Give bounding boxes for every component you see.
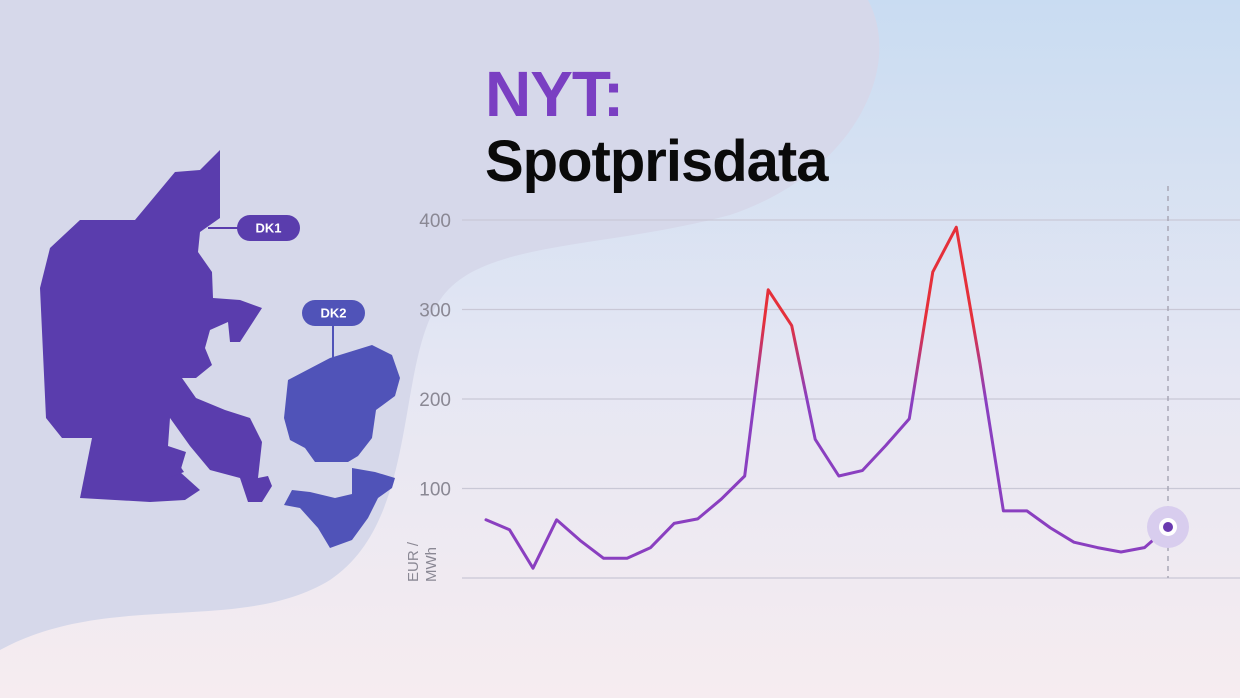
data-point-26 xyxy=(1095,546,1099,550)
chart-grid xyxy=(462,219,1240,579)
dk2-pill xyxy=(302,300,365,326)
headline-main: Spotprisdata xyxy=(485,129,828,194)
dk1-shape xyxy=(40,150,272,502)
current-price-marker xyxy=(1163,521,1173,532)
y-tick-label-100: 100 xyxy=(419,480,451,501)
data-point-11 xyxy=(743,474,747,478)
data-point-18 xyxy=(907,417,911,421)
y-axis-label-line2: MWh xyxy=(423,547,440,582)
y-tick-label-300: 300 xyxy=(419,301,451,322)
dk2-lower xyxy=(284,468,395,548)
y-axis-label: EUR / MWh xyxy=(405,538,440,582)
data-point-8 xyxy=(672,521,676,525)
data-point-14 xyxy=(813,437,817,441)
dk2-label: DK2 xyxy=(320,306,346,321)
region-dk2 xyxy=(284,345,400,548)
data-point-19 xyxy=(931,270,935,274)
price-series-points xyxy=(484,225,1170,570)
data-point-9 xyxy=(696,517,700,521)
y-tick-label-400: 400 xyxy=(419,211,451,232)
data-point-3 xyxy=(555,518,559,522)
data-point-25 xyxy=(1072,540,1076,544)
data-point-6 xyxy=(625,556,629,560)
data-point-23 xyxy=(1025,509,1029,513)
data-point-7 xyxy=(649,546,653,550)
data-point-20 xyxy=(954,225,958,229)
data-point-24 xyxy=(1048,526,1052,530)
data-point-12 xyxy=(766,288,770,292)
data-point-13 xyxy=(790,324,794,328)
data-point-15 xyxy=(837,474,841,478)
data-point-21 xyxy=(978,361,982,365)
dk1-label: DK1 xyxy=(255,221,281,236)
data-point-28 xyxy=(1142,546,1146,550)
data-point-1 xyxy=(508,528,512,532)
dk1-pill xyxy=(237,215,300,241)
data-point-27 xyxy=(1119,550,1123,554)
dk1-island-small xyxy=(158,460,184,478)
dk2-shape xyxy=(284,345,400,462)
headline-accent: NYT: xyxy=(485,58,624,130)
data-point-0 xyxy=(484,518,488,522)
data-point-10 xyxy=(719,497,723,501)
y-axis-ticks: 100 200 300 400 xyxy=(419,211,451,501)
data-point-16 xyxy=(860,469,864,473)
price-series-line xyxy=(484,225,1170,570)
y-tick-label-200: 200 xyxy=(419,390,451,411)
data-point-22 xyxy=(1001,509,1005,513)
data-point-17 xyxy=(884,444,888,448)
headline: NYT: Spotprisdata xyxy=(485,62,828,194)
data-point-5 xyxy=(602,556,606,560)
y-axis-label-line1: EUR / xyxy=(405,541,422,582)
data-point-4 xyxy=(578,538,582,542)
region-dk1 xyxy=(40,150,272,502)
data-point-2 xyxy=(531,566,535,570)
